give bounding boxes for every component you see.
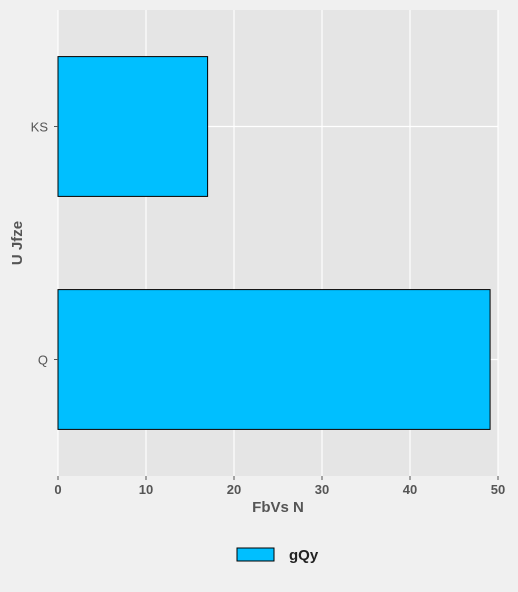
y-tick-label: Q [38,353,48,368]
x-axis-title: FbVs N [252,499,304,516]
x-tick-label: 50 [491,482,505,497]
x-tick-label: 40 [403,482,417,497]
y-axis-ticks: Q KS [31,120,58,368]
x-tick-label: 30 [315,482,329,497]
legend: gQy [236,547,319,564]
x-tick-label: 10 [139,482,153,497]
bars [57,56,491,430]
y-tick-label: KS [31,120,49,135]
legend-label: gQy [289,547,319,564]
legend-swatch [236,547,275,562]
x-tick-label: 20 [227,482,241,497]
y-axis-title: U Jfze [9,221,26,265]
bar [57,56,209,197]
x-axis-ticks: 0 10 20 30 40 50 [54,476,505,497]
bar [57,289,491,430]
x-tick-label: 0 [54,482,61,497]
